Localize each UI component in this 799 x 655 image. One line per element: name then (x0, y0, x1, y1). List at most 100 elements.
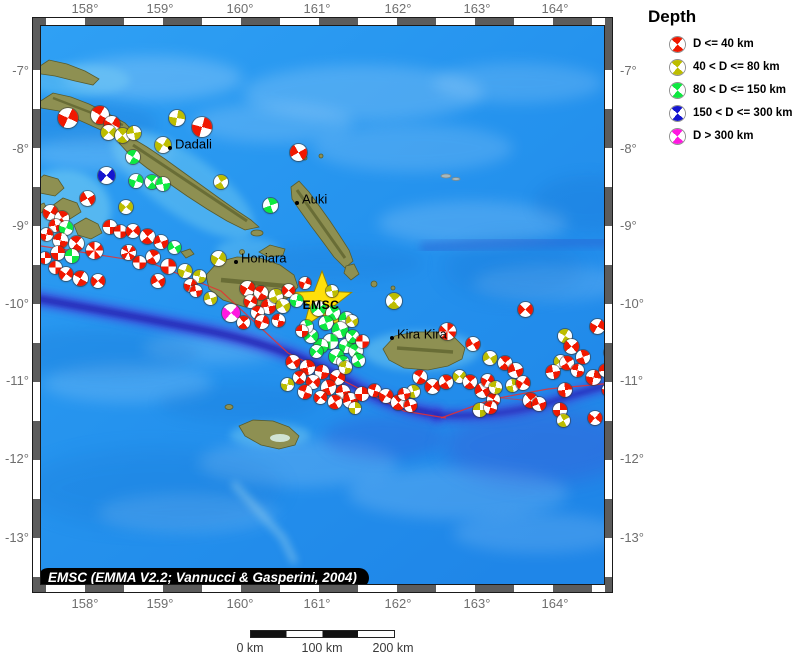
focal-mechanism-beachball (79, 190, 95, 206)
island-ridges (52, 96, 454, 354)
focal-mechanism-beachball (439, 375, 453, 389)
focal-mechanism-beachball (349, 402, 361, 414)
focal-mechanism-beachball (239, 280, 255, 296)
focal-mechanism-beachball (488, 380, 502, 394)
focal-mechanism-beachball (483, 400, 497, 414)
frame-band-segment (358, 18, 397, 25)
frame-band-segment (514, 585, 553, 592)
lon-tick-bottom: 164° (541, 596, 569, 611)
focal-mechanism-beachball (517, 301, 533, 317)
scale-label-200km: 200 km (372, 641, 414, 655)
focal-mechanism-beachball (463, 375, 477, 389)
frame-band-segment (280, 585, 319, 592)
focal-mechanism-beachball (483, 351, 497, 365)
focal-mechanism-beachball (289, 293, 303, 307)
focal-mechanism-beachball (403, 398, 417, 412)
focal-mechanism-beachball (222, 304, 240, 322)
focal-mechanism-beachball (386, 293, 402, 309)
focal-mechanism-beachball (156, 177, 170, 191)
focal-mechanism-beachball (286, 355, 300, 369)
focal-mechanism-beachball (516, 376, 530, 390)
focal-mechanism-beachball (379, 389, 393, 403)
focal-mechanism-beachball (355, 387, 369, 401)
focal-mechanism-beachball (100, 124, 116, 140)
focal-mechanism-beachball (214, 175, 228, 189)
frame-band-segment (33, 187, 40, 226)
focal-mechanism-beachball (306, 375, 320, 389)
focal-mechanism-beachball (120, 244, 136, 260)
lon-tick-bottom: 160° (226, 596, 254, 611)
focal-mechanism-beachball (346, 315, 358, 327)
focal-mechanism-beachball (320, 379, 336, 395)
focal-mechanism-beachball (42, 204, 58, 220)
focal-mechanism-beachball (203, 291, 217, 305)
focal-mechanism-beachball (192, 117, 212, 137)
focal-mechanism-beachball (313, 390, 327, 404)
focal-mechanism-beachball (556, 413, 570, 427)
focal-mechanism-beachball (532, 397, 546, 411)
depth-legend-item: D <= 40 km (670, 35, 754, 53)
focal-mechanism-beachball (160, 258, 176, 274)
frame-band-segment (605, 226, 612, 265)
source-attribution-label: EMSC (EMMA V2.2; Vannucci & Gasperini, 2… (41, 568, 369, 584)
frame-band-segment (605, 18, 612, 70)
depth-legend-label: 150 < D <= 300 km (693, 107, 793, 119)
focal-mechanism-beachball (585, 369, 601, 385)
focal-mechanism-beachball (326, 285, 338, 297)
lon-tick-top: 158° (71, 1, 99, 16)
focal-mechanism-beachball (145, 175, 159, 189)
focal-mechanism-beachball (588, 411, 602, 425)
focal-mechanism-beachball (146, 250, 160, 264)
focal-mechanism-beachball (280, 377, 294, 391)
lon-tick-top: 162° (384, 1, 412, 16)
frame-band-segment (33, 109, 40, 148)
focal-mechanism-beachball (351, 353, 365, 367)
focal-mechanism-beachball (507, 362, 523, 378)
focal-mechanism-beachball (466, 337, 480, 351)
focal-mechanism-beachball (546, 365, 560, 379)
focal-mechanism-beachball (236, 315, 250, 329)
scale-label-100km: 100 km (301, 641, 343, 655)
focal-mechanism-beachball (126, 150, 140, 164)
frame-band-segment (241, 18, 280, 25)
frame-band-segment (33, 460, 40, 499)
lat-tick-right: -11° (620, 373, 644, 388)
lat-tick-right: -10° (620, 296, 644, 311)
focal-mechanism-beachball (560, 356, 574, 370)
frame-band-segment (33, 421, 40, 460)
depth-legend-label: 80 < D <= 150 km (693, 84, 787, 96)
frame-band-segment (85, 18, 124, 25)
lat-tick-left: -7° (12, 63, 29, 78)
frame-band-segment (605, 382, 612, 421)
focal-mechanism-beachball (59, 267, 73, 281)
lat-tick-left: -9° (12, 218, 29, 233)
frame-band-segment (202, 18, 241, 25)
focal-mechanism-beachball (254, 286, 268, 300)
focal-mechanism-beachball (113, 224, 127, 238)
frame-band-segment (85, 585, 124, 592)
focal-mechanism-beachball (52, 232, 68, 248)
frame-band-segment (605, 538, 612, 577)
frame-band-segment (397, 18, 436, 25)
lon-tick-top: 159° (146, 1, 174, 16)
frame-band-segment (202, 585, 241, 592)
focal-mechanism-beachball (139, 228, 155, 244)
map-canvas: Dadali Auki Honiara Kira Kira EMSC EMSC (EM… (40, 25, 605, 585)
focal-mechanism-beachball (589, 318, 604, 334)
city-dot-auki (295, 201, 299, 205)
frame-band-segment (397, 585, 436, 592)
city-label-dadali: Dadali (175, 136, 212, 152)
focal-mechanism-beachball (603, 345, 604, 359)
frame-band-segment (605, 265, 612, 304)
focal-mechanism-beachball (570, 363, 584, 377)
focal-mechanism-beachball (338, 360, 352, 374)
depth-legend: Depth D <= 40 km 40 < D <= 80 km 80 < D <=… (648, 7, 799, 157)
focal-mechanism-beachball (97, 166, 115, 184)
focal-mechanism-beachball (262, 197, 278, 213)
lat-tick-left: -12° (5, 451, 29, 466)
focal-mechanism-beachball (59, 221, 73, 235)
depth-legend-item: 150 < D <= 300 km (670, 104, 792, 122)
frame-band-segment (605, 343, 612, 382)
focal-mechanism-beachball (289, 143, 307, 161)
